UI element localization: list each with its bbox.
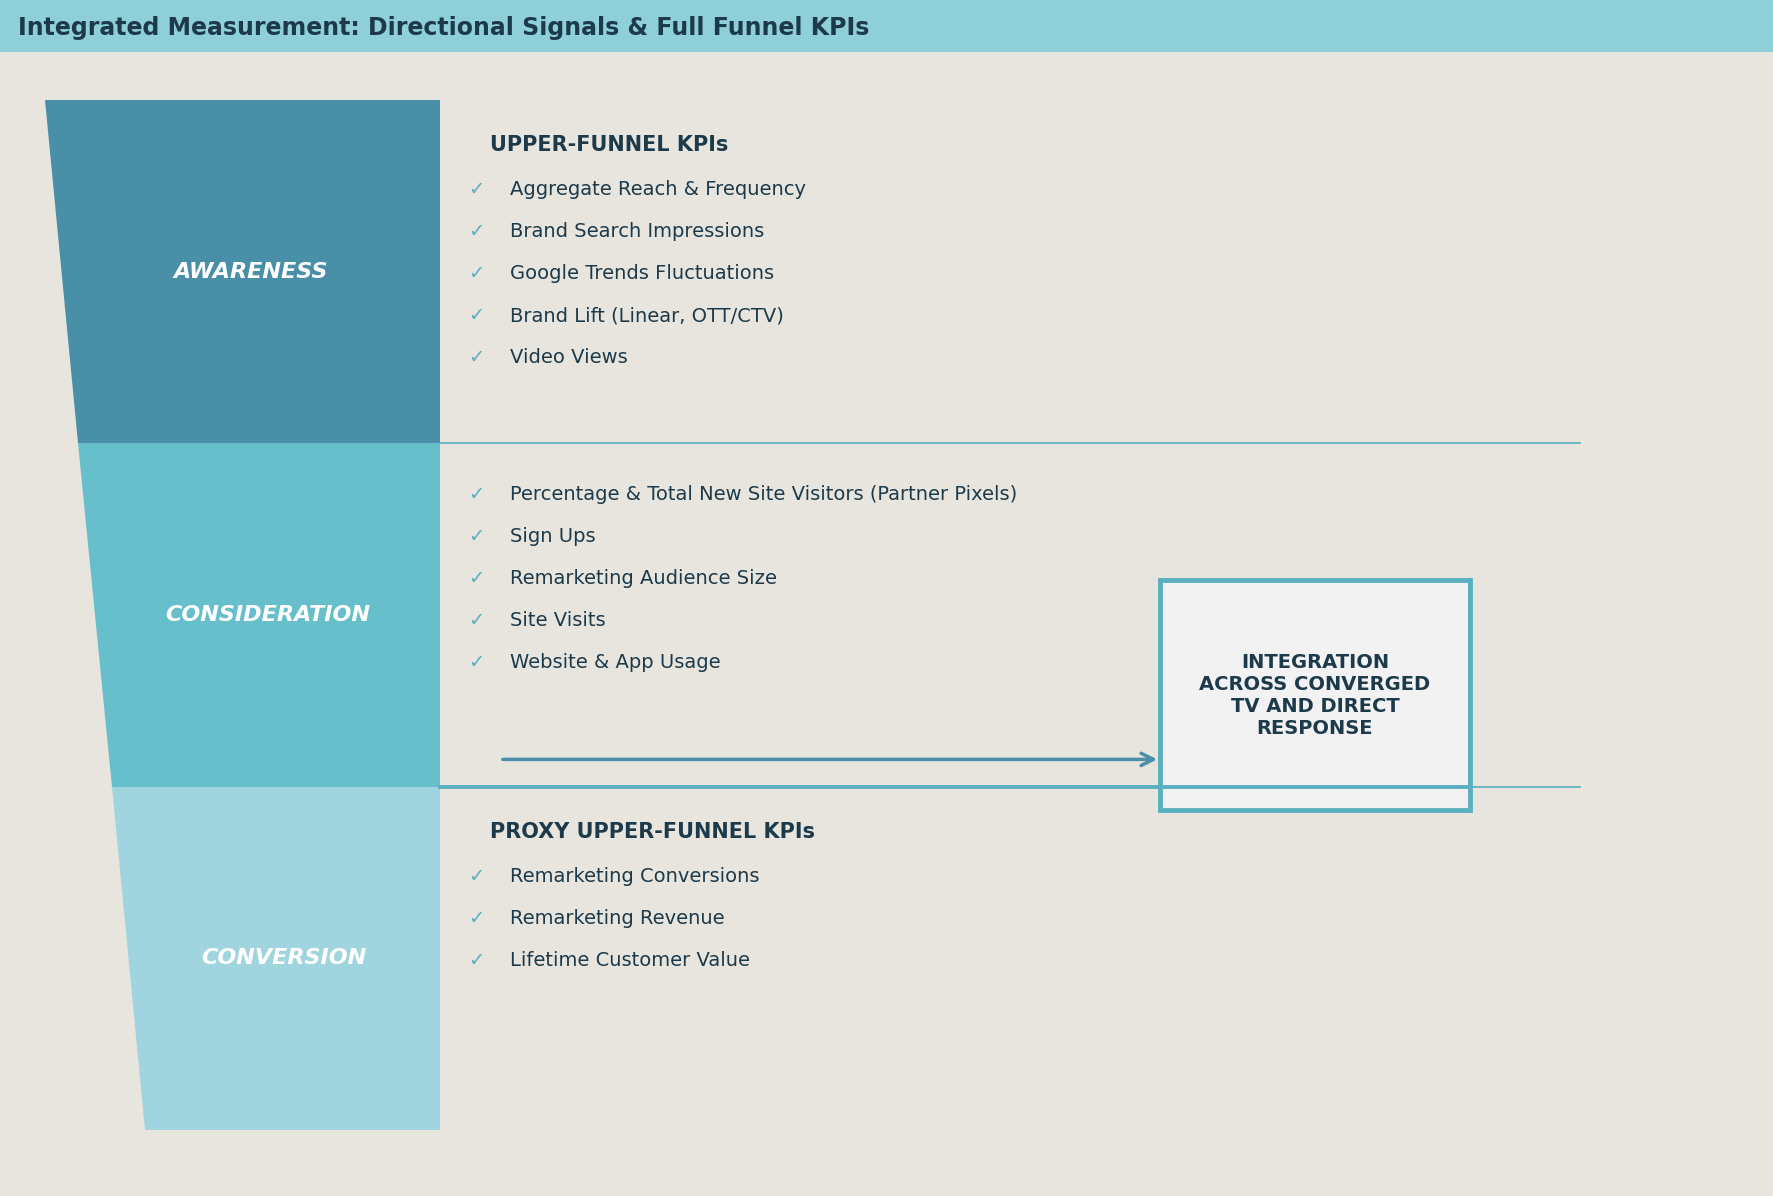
Text: Site Visits: Site Visits [509,611,605,630]
Text: ✓: ✓ [468,909,484,928]
Text: ✓: ✓ [468,264,484,283]
FancyBboxPatch shape [1160,580,1470,810]
Text: ✓: ✓ [468,306,484,325]
Polygon shape [78,444,440,787]
Text: Website & App Usage: Website & App Usage [509,653,720,672]
Text: Remarketing Conversions: Remarketing Conversions [509,867,759,886]
Polygon shape [112,787,440,1130]
Text: Google Trends Fluctuations: Google Trends Fluctuations [509,264,773,283]
FancyBboxPatch shape [0,0,1773,51]
Text: INTEGRATION
ACROSS CONVERGED
TV AND DIRECT
RESPONSE: INTEGRATION ACROSS CONVERGED TV AND DIRE… [1199,653,1429,738]
Text: Remarketing Revenue: Remarketing Revenue [509,909,723,928]
Text: Sign Ups: Sign Ups [509,527,596,547]
Text: ✓: ✓ [468,653,484,672]
Text: ✓: ✓ [468,348,484,367]
Text: Video Views: Video Views [509,348,628,367]
Text: Integrated Measurement: Directional Signals & Full Funnel KPIs: Integrated Measurement: Directional Sign… [18,16,869,41]
Text: Aggregate Reach & Frequency: Aggregate Reach & Frequency [509,181,805,199]
Text: Brand Lift (Linear, OTT/CTV): Brand Lift (Linear, OTT/CTV) [509,306,784,325]
Text: ✓: ✓ [468,867,484,886]
Text: CONSIDERATION: CONSIDERATION [165,605,371,626]
Text: ✓: ✓ [468,222,484,242]
Text: PROXY UPPER-FUNNEL KPIs: PROXY UPPER-FUNNEL KPIs [489,822,814,842]
Text: Brand Search Impressions: Brand Search Impressions [509,222,764,242]
Polygon shape [44,100,440,444]
Text: ✓: ✓ [468,486,484,505]
Text: CONVERSION: CONVERSION [202,948,367,969]
Text: ✓: ✓ [468,181,484,199]
Text: Remarketing Audience Size: Remarketing Audience Size [509,569,777,588]
Text: UPPER-FUNNEL KPIs: UPPER-FUNNEL KPIs [489,135,729,155]
Text: ✓: ✓ [468,951,484,970]
Text: Percentage & Total New Site Visitors (Partner Pixels): Percentage & Total New Site Visitors (Pa… [509,486,1016,505]
Text: Lifetime Customer Value: Lifetime Customer Value [509,951,750,970]
Text: ✓: ✓ [468,611,484,630]
Text: AWARENESS: AWARENESS [174,262,328,282]
Text: ✓: ✓ [468,569,484,588]
Text: ✓: ✓ [468,527,484,547]
